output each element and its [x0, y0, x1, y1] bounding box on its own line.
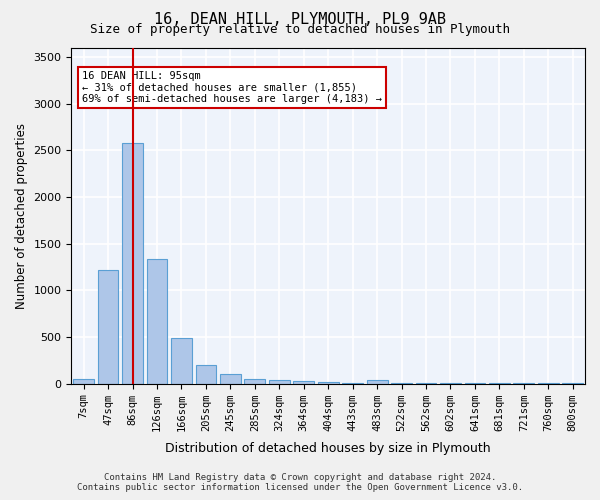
Text: 16, DEAN HILL, PLYMOUTH, PL9 9AB: 16, DEAN HILL, PLYMOUTH, PL9 9AB [154, 12, 446, 28]
Bar [220, 374, 241, 384]
Y-axis label: Number of detached properties: Number of detached properties [15, 122, 28, 308]
Bar [318, 382, 338, 384]
Bar [269, 380, 290, 384]
Text: Contains HM Land Registry data © Crown copyright and database right 2024.
Contai: Contains HM Land Registry data © Crown c… [77, 473, 523, 492]
Bar [293, 382, 314, 384]
Bar [146, 260, 167, 384]
Bar [196, 366, 217, 384]
Text: Size of property relative to detached houses in Plymouth: Size of property relative to detached ho… [90, 22, 510, 36]
Bar [122, 142, 143, 384]
X-axis label: Distribution of detached houses by size in Plymouth: Distribution of detached houses by size … [166, 442, 491, 455]
Text: 16 DEAN HILL: 95sqm
← 31% of detached houses are smaller (1,855)
69% of semi-det: 16 DEAN HILL: 95sqm ← 31% of detached ho… [82, 71, 382, 104]
Bar [171, 338, 192, 384]
Bar [342, 382, 363, 384]
Bar [98, 270, 118, 384]
Bar [367, 380, 388, 384]
Bar [73, 379, 94, 384]
Bar [244, 378, 265, 384]
